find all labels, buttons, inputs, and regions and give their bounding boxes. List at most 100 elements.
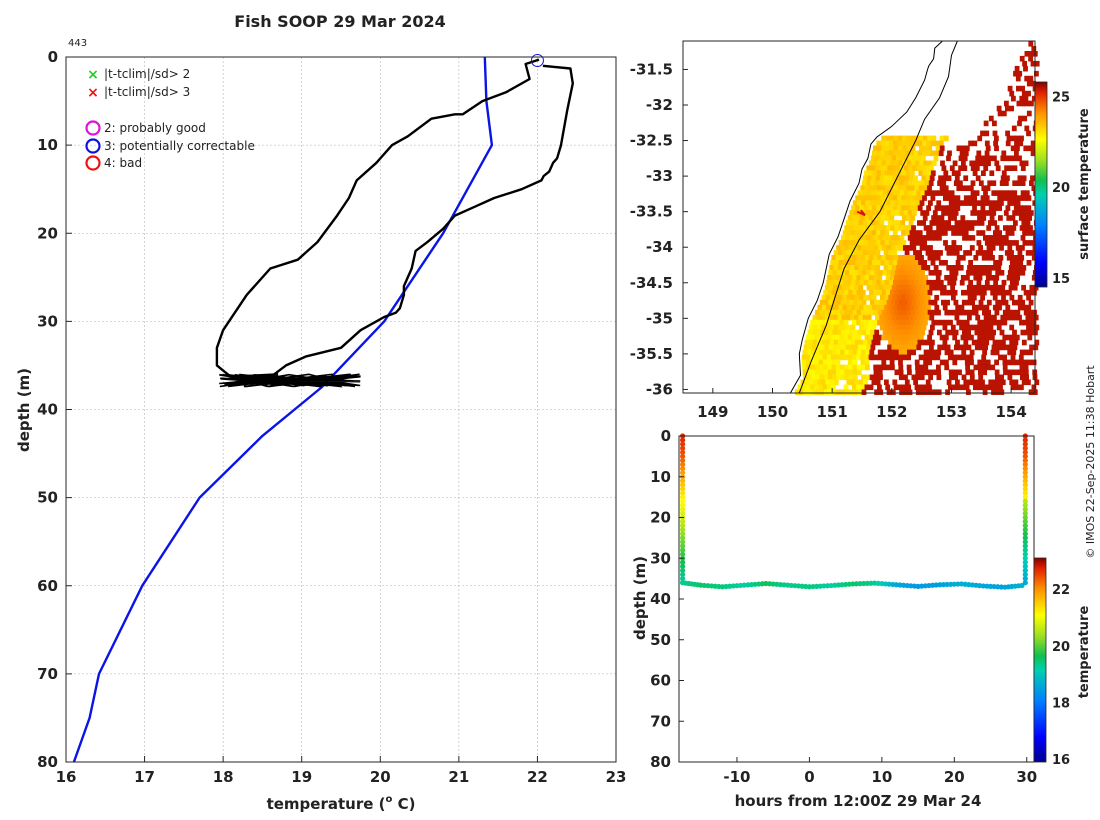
x-tick-label: 21 (448, 768, 469, 786)
sst-cell (929, 314, 935, 321)
sst-cell (962, 329, 967, 336)
sst-cell (844, 289, 849, 296)
cast-sample-dot (1022, 551, 1028, 557)
sst-cell (980, 304, 986, 311)
sst-cell (1019, 160, 1025, 167)
sst-cell (898, 359, 903, 366)
sst-cell (875, 314, 880, 321)
sst-cell (898, 364, 904, 371)
sst-cell (1026, 195, 1032, 201)
sst-cell (838, 324, 843, 331)
sst-cell (866, 190, 871, 196)
sst-cell (874, 165, 880, 171)
sst-cell (847, 334, 853, 341)
sst-cell (1001, 110, 1007, 117)
sst-cell (931, 319, 937, 326)
sst-cell (867, 304, 873, 311)
sst-cell (874, 210, 880, 216)
sst-cell (848, 364, 854, 371)
sst-cell (891, 344, 897, 351)
sst-cell (873, 225, 879, 231)
sst-cell (829, 314, 834, 321)
sst-cell (889, 275, 895, 281)
sst-cell (830, 260, 836, 266)
sst-cell (1031, 95, 1037, 102)
cast-sample-dot (680, 551, 686, 557)
sst-cell (885, 384, 891, 391)
sst-cell (996, 105, 1002, 112)
sst-cell (1015, 245, 1021, 251)
sst-cell (871, 205, 877, 211)
sst-cell (845, 344, 851, 351)
sst-cell (974, 190, 980, 196)
sst-cell (966, 270, 971, 276)
sst-cell (926, 279, 932, 286)
sst-cell (953, 270, 959, 276)
colorbar-tick-label: 16 (1052, 753, 1070, 768)
sst-cell (890, 245, 896, 251)
sst-cell (819, 349, 825, 356)
colorbar-tick-label: 20 (1052, 640, 1070, 655)
sst-cell (920, 389, 925, 395)
sst-cell (953, 245, 958, 251)
sst-cell (869, 374, 875, 381)
sst-cell (994, 359, 999, 366)
x-tick-label: 10 (871, 768, 892, 786)
sst-cell (915, 374, 921, 381)
sst-cell (932, 389, 938, 395)
x-tick-label: 19 (291, 768, 312, 786)
sst-cell (960, 145, 966, 152)
sst-cell (846, 220, 851, 226)
sst-cell (923, 245, 929, 251)
sst-cell (861, 200, 866, 206)
sst-cell (1034, 70, 1039, 77)
sst-cell (900, 265, 906, 271)
sst-cell (874, 180, 880, 186)
sst-cell (962, 344, 968, 351)
sst-cell (833, 265, 839, 271)
sst-cell (1028, 75, 1034, 82)
sst-cell (890, 270, 896, 276)
sst-cell (821, 304, 827, 311)
sst-cell (842, 250, 847, 256)
sst-cell (895, 190, 901, 196)
sst-cell (930, 195, 936, 201)
sst-cell (1019, 384, 1024, 391)
sst-cell (807, 374, 812, 381)
sst-cell (1022, 230, 1027, 236)
sst-cell (1020, 270, 1026, 276)
sst-cell (951, 170, 957, 176)
sst-cell (949, 374, 954, 381)
sst-cell (992, 379, 998, 386)
sst-cell (827, 319, 832, 326)
sst-cell (994, 309, 1000, 316)
sst-cell (813, 324, 818, 331)
y-tick-label: 20 (650, 509, 671, 527)
sst-cell (880, 150, 886, 157)
sst-cell (878, 190, 884, 196)
sst-cell (827, 289, 833, 296)
sst-cell (824, 299, 829, 306)
sst-cell (980, 130, 985, 137)
sst-cell (904, 339, 910, 346)
sst-cell (1031, 145, 1037, 152)
sst-cell (804, 339, 810, 346)
x-tick-label: 18 (213, 768, 234, 786)
sst-cell (860, 354, 865, 361)
cast-sample-dot (1022, 518, 1028, 525)
sst-cell (861, 225, 866, 231)
sst-cell (854, 265, 860, 271)
sst-cell (943, 260, 948, 266)
sst-cell (913, 379, 918, 386)
sst-cell (869, 275, 874, 281)
sst-cell (898, 245, 904, 251)
sst-cell (994, 349, 1000, 356)
sst-cell (842, 240, 848, 246)
sst-cell (856, 275, 862, 281)
sst-cell (913, 195, 919, 201)
sst-cell (925, 379, 931, 386)
sst-cell (947, 279, 953, 286)
sst-cell (806, 359, 811, 366)
sst-cell (1031, 255, 1037, 261)
sst-cell (874, 299, 879, 306)
